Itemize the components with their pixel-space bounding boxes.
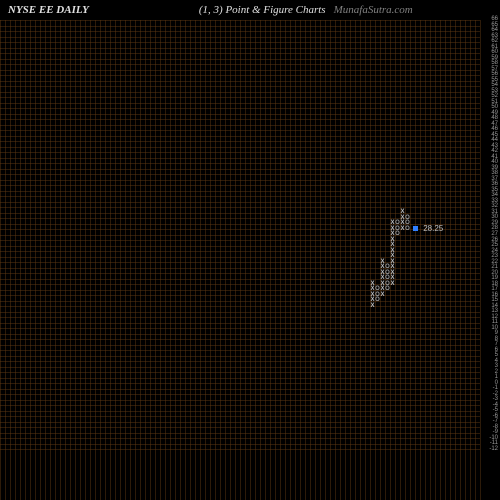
- ticker-label: NYSE EE DAILY: [8, 4, 89, 16]
- current-price-marker: 28.25: [413, 224, 443, 233]
- pf-o-cell: O: [405, 221, 410, 227]
- chart-grid-area: XXXXXOOOXXXXXXXOOOOOXXXXXXXXXXXXOOOXXXXO…: [0, 20, 480, 450]
- pf-x-cell: X: [390, 249, 395, 255]
- pf-o-cell: O: [405, 216, 410, 222]
- pf-x-cell: X: [390, 254, 395, 260]
- pf-x-cell: X: [390, 243, 395, 249]
- pf-x-cell: X: [390, 271, 395, 277]
- bottom-stripe-area: [0, 450, 480, 500]
- marker-dot-icon: [413, 226, 418, 231]
- chart-header: NYSE EE DAILY (1, 3) Point & Figure Char…: [0, 0, 500, 20]
- pf-o-cell: O: [375, 298, 380, 304]
- pf-x-cell: X: [390, 276, 395, 282]
- pf-o-cell: O: [385, 287, 390, 293]
- y-axis-label: -12: [489, 447, 498, 453]
- pf-x-cell: X: [380, 293, 385, 299]
- pf-o-cell: O: [395, 232, 400, 238]
- pf-o-cell: O: [405, 227, 410, 233]
- pf-x-cell: X: [370, 304, 375, 310]
- pf-x-cell: X: [390, 265, 395, 271]
- y-axis: 6665646362616059585756555453525150494847…: [480, 20, 500, 450]
- brand-label: MunafaSutra.com: [334, 4, 413, 16]
- pf-x-cell: X: [390, 282, 395, 288]
- pf-x-cell: X: [390, 260, 395, 266]
- current-price-label: 28.25: [423, 224, 443, 233]
- chart-type-label: (1, 3) Point & Figure Charts: [199, 4, 326, 16]
- pf-x-cell: X: [390, 238, 395, 244]
